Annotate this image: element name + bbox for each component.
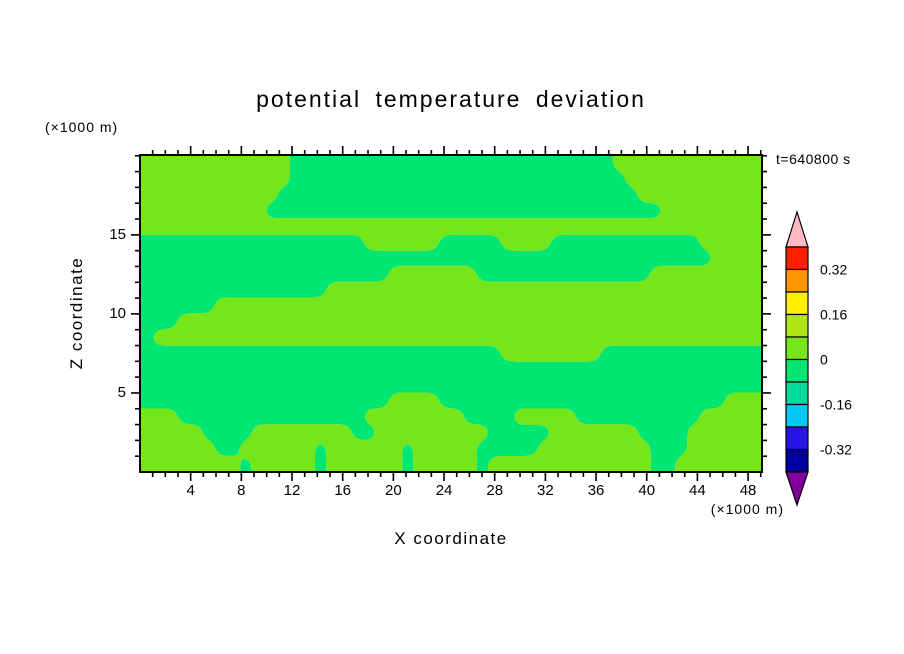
colorbar-box <box>785 448 809 473</box>
colorbar-box <box>785 358 809 383</box>
x-tick-label: 12 <box>283 482 301 499</box>
x-tick-label: 36 <box>587 482 605 499</box>
colorbar-box <box>785 313 809 338</box>
z-tick-label: 5 <box>117 383 126 401</box>
colorbar-box <box>785 403 809 428</box>
x-tick-label: 32 <box>537 482 554 499</box>
x-tick-label: 28 <box>486 482 504 499</box>
colorbar-label: 0 <box>820 352 828 368</box>
colorbar-label: 0.32 <box>820 262 847 278</box>
z-axis-unit-label: (×1000 m) <box>45 119 119 135</box>
time-label: t=640800 s <box>776 151 851 167</box>
contour-field-svg <box>140 155 762 472</box>
colorbar-box <box>785 268 809 293</box>
colorbar-box <box>785 291 809 316</box>
colorbar-label: -0.16 <box>820 397 852 413</box>
x-axis-label: X coordinate <box>394 529 508 548</box>
x-tick-label: 20 <box>385 482 402 499</box>
z-tick-label: 10 <box>109 304 126 322</box>
colorbar-box <box>785 246 809 271</box>
plot-title: potential temperature deviation <box>256 86 646 112</box>
colorbar-box <box>785 336 809 361</box>
x-tick-label: 8 <box>237 482 246 499</box>
z-tick-label: 15 <box>109 225 126 243</box>
x-tick-label: 24 <box>435 482 453 499</box>
x-tick-label: 4 <box>186 482 195 499</box>
colorbar-cap-bottom <box>785 471 809 507</box>
colorbar-box <box>785 426 809 451</box>
colorbar-cap-top <box>785 209 809 248</box>
x-tick-label: 40 <box>638 482 656 499</box>
x-tick-label: 48 <box>739 482 757 499</box>
x-axis-unit-label: (×1000 m) <box>710 501 784 517</box>
colorbar-svg: 0.32 0.16 0 -0.16 -0.32 <box>785 209 852 507</box>
x-tick-label: 16 <box>334 482 352 499</box>
colorbar-label: 0.16 <box>820 307 847 323</box>
colorbar-box <box>785 381 809 406</box>
colorbar-label: -0.32 <box>820 442 852 458</box>
x-tick-label: 44 <box>689 482 706 499</box>
